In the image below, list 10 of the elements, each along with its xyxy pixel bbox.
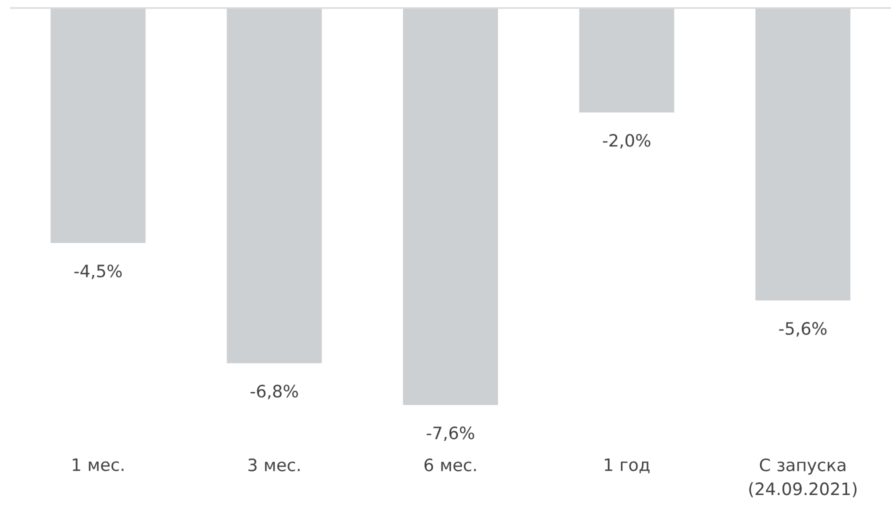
- data-label: -5,6%: [779, 322, 827, 337]
- x-tick-label: С запуска (24.09.2021): [749, 458, 857, 498]
- data-label: -7,6%: [426, 426, 474, 442]
- x-tick-label: 6 мес.: [424, 458, 476, 472]
- data-label: -4,5%: [74, 264, 122, 280]
- data-label: -2,0%: [602, 134, 650, 149]
- data-label: -6,8%: [250, 384, 298, 400]
- x-tick-label: 1 мес.: [72, 458, 124, 472]
- x-tick-label: 3 мес.: [248, 458, 300, 472]
- x-tick-label: 1 год: [604, 458, 650, 474]
